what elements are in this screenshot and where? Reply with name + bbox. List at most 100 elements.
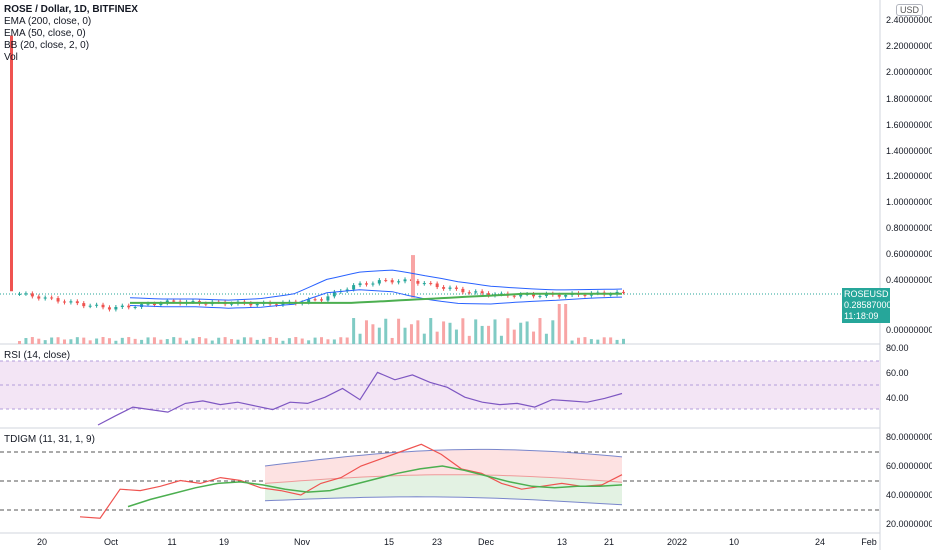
candle: [230, 303, 234, 305]
candle: [532, 294, 536, 297]
volume-bar: [570, 340, 574, 344]
volume-bar: [320, 337, 323, 344]
candle: [43, 297, 47, 299]
time-tick-label: Feb: [861, 537, 877, 547]
volume-bar: [69, 339, 73, 344]
volume-bar: [56, 337, 60, 344]
volume-bar: [217, 337, 221, 344]
candle: [435, 283, 439, 288]
candle: [512, 295, 516, 297]
legend-vol[interactable]: Vol: [4, 52, 18, 63]
candle: [62, 301, 66, 303]
volume-bar: [159, 339, 163, 344]
currency-badge[interactable]: USD: [896, 4, 924, 16]
chart-legend: ROSE / Dollar, 1D, BITFINEX EMA (200, cl…: [4, 4, 138, 64]
volume-bar: [294, 337, 298, 344]
time-tick-label: 13: [557, 537, 567, 547]
candle: [384, 280, 388, 282]
candle: [326, 296, 330, 301]
volume-bar: [165, 339, 169, 344]
candle: [371, 283, 375, 285]
tdigm-pane: [79, 443, 623, 519]
volume-bar: [178, 337, 182, 344]
candle: [320, 299, 323, 301]
volume-bar: [43, 340, 47, 344]
volume-bar: [287, 338, 291, 344]
rsi-pane: [97, 371, 623, 426]
candle: [564, 295, 568, 297]
volume-bar: [429, 318, 433, 344]
candle: [454, 287, 458, 289]
volume-bar: [416, 320, 420, 344]
volume-bar: [409, 324, 413, 344]
volume-bar: [532, 331, 536, 344]
price-tick-label: 0.00000000: [886, 325, 932, 335]
volume-bar: [364, 320, 368, 344]
volume-bar: [474, 319, 478, 344]
price-tick-label: 2.00000000: [886, 67, 932, 77]
volume-bar: [172, 337, 176, 344]
volume-bar: [435, 331, 439, 344]
candle: [358, 283, 362, 286]
volume-bar: [544, 333, 548, 344]
candle: [56, 298, 60, 302]
candle: [75, 301, 79, 304]
volume-bar: [255, 339, 259, 344]
volume-bar: [262, 338, 266, 344]
ema-line: [130, 292, 622, 304]
legend-ema50[interactable]: EMA (50, close, 0): [4, 28, 86, 39]
rsi-axis[interactable]: 80.00 60.00 40.00: [886, 343, 909, 403]
volume-bar: [371, 324, 375, 344]
price-tick-label: 0.40000000: [886, 275, 932, 285]
volume-bar: [358, 333, 362, 344]
volume-bar: [589, 339, 593, 344]
volume-bar: [525, 321, 529, 344]
time-tick-label: 21: [604, 537, 614, 547]
candle: [191, 301, 195, 303]
time-tick-label: Dec: [478, 537, 495, 547]
legend-bb[interactable]: BB (20, close, 2, 0): [4, 40, 90, 51]
tdigm-axis[interactable]: 80.0000000 60.0000000 40.0000000 20.0000000: [886, 432, 932, 529]
candle: [82, 303, 86, 307]
volume-bar: [88, 340, 92, 344]
volume-bar: [191, 338, 195, 344]
time-tick-label: 20: [37, 537, 47, 547]
candle: [448, 287, 452, 289]
volume-bar: [197, 337, 201, 344]
volume-bar: [24, 338, 28, 344]
candle: [557, 294, 561, 297]
tdigm-lower-band: [264, 496, 623, 506]
volume-bar: [377, 327, 381, 344]
volume-bar: [577, 337, 581, 344]
candle: [416, 280, 420, 284]
volume-bar: [223, 337, 227, 344]
volume-bar: [390, 337, 394, 344]
rsi-label[interactable]: RSI (14, close): [4, 350, 71, 361]
volume-bar: [467, 335, 471, 344]
time-tick-label: 15: [384, 537, 394, 547]
legend-ema200[interactable]: EMA (200, close, 0): [4, 16, 92, 27]
volume-bar: [326, 339, 330, 344]
volume-bar: [249, 337, 253, 344]
time-tick-label: 11: [167, 537, 176, 547]
tdigm-label[interactable]: TDIGM (11, 31, 1, 9): [4, 434, 95, 445]
candle: [332, 291, 336, 297]
volume-bar: [583, 337, 587, 344]
candle: [255, 303, 259, 306]
candle: [583, 294, 587, 296]
volume-bar: [268, 337, 272, 344]
price-tick-label: 1.80000000: [886, 94, 932, 104]
volume-bar: [18, 341, 21, 344]
volume-bar: [345, 337, 349, 344]
candle: [204, 303, 208, 305]
price-axis[interactable]: 2.40000000 2.20000000 2.00000000 1.80000000…: [886, 15, 932, 335]
volume-bar: [615, 339, 619, 344]
time-axis[interactable]: 20 Oct 11 19 Nov 15 23 Dec 13 21 2022 10 24 Feb: [37, 537, 877, 547]
time-tick-label: Nov: [294, 537, 311, 547]
volume-bar: [538, 318, 542, 344]
volume-bar: [557, 304, 561, 344]
volume-bar: [487, 325, 491, 344]
volume-bar: [82, 337, 86, 344]
symbol-title[interactable]: ROSE / Dollar, 1D, BITFINEX: [4, 4, 138, 15]
